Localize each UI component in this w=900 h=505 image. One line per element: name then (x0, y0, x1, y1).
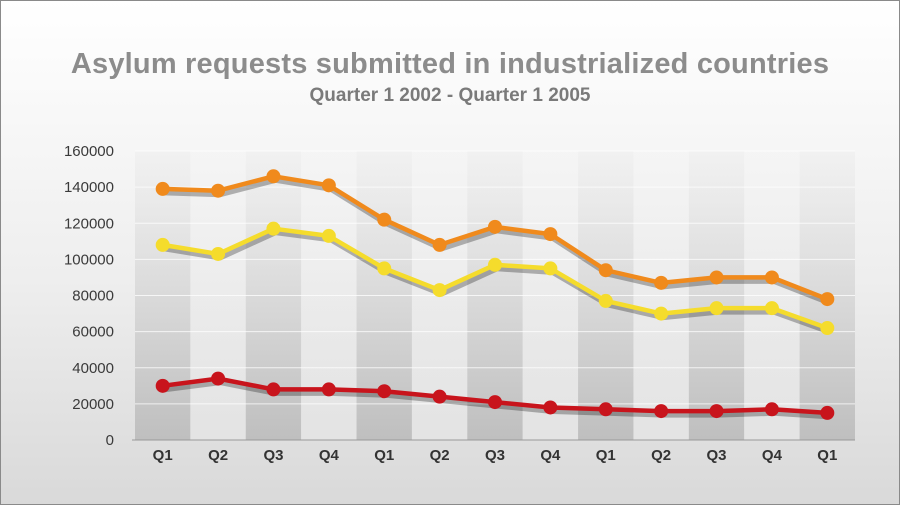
data-point (764, 270, 779, 285)
data-point (654, 275, 669, 290)
data-point (432, 389, 447, 404)
data-point (432, 283, 447, 298)
chart-subtitle: Quarter 1 2002 - Quarter 1 2005 (309, 85, 591, 106)
x-tick-label: Q3 (707, 447, 727, 464)
x-tick-label: Q4 (762, 447, 783, 464)
data-point (598, 263, 613, 278)
data-point (155, 237, 170, 252)
data-point (709, 404, 724, 419)
data-point (488, 257, 502, 272)
y-tick-label: 120000 (64, 215, 114, 232)
y-tick-label: 60000 (72, 324, 114, 341)
data-point (598, 293, 613, 308)
data-point (266, 221, 281, 236)
data-point (543, 227, 558, 242)
y-tick-label: 0 (106, 432, 114, 449)
data-point (321, 178, 336, 193)
x-tick-label: Q2 (651, 447, 671, 464)
data-point (764, 402, 779, 417)
data-point (709, 301, 724, 316)
data-point (377, 212, 392, 227)
x-tick-label: Q1 (817, 447, 837, 464)
data-point (266, 169, 281, 184)
data-point (321, 228, 336, 243)
y-tick-label: 80000 (72, 288, 114, 305)
x-tick-label: Q3 (485, 447, 505, 464)
data-point (377, 384, 392, 399)
data-point (598, 402, 613, 417)
x-tick-label: Q3 (263, 447, 283, 464)
data-point (211, 246, 226, 261)
x-tick-label: Q2 (430, 447, 450, 464)
data-point (155, 378, 170, 393)
data-point (488, 219, 502, 234)
data-point (377, 261, 392, 276)
data-point (820, 292, 835, 307)
y-tick-label: 140000 (64, 179, 114, 196)
x-tick-label: Q4 (319, 447, 340, 464)
data-point (432, 237, 447, 252)
data-point (764, 301, 779, 316)
y-tick-label: 20000 (72, 396, 114, 413)
data-point (211, 371, 226, 386)
y-tick-label: 160000 (64, 143, 114, 160)
x-tick-label: Q1 (374, 447, 394, 464)
x-tick-label: Q4 (540, 447, 561, 464)
data-point (820, 405, 835, 420)
data-point (654, 306, 669, 321)
data-point (543, 400, 558, 415)
data-point (709, 270, 724, 285)
data-point (488, 395, 502, 410)
data-point (155, 181, 170, 196)
x-tick-label: Q2 (208, 447, 228, 464)
data-point (820, 321, 835, 336)
data-point (321, 382, 336, 397)
data-point (211, 183, 226, 198)
data-point (543, 261, 558, 276)
x-tick-label: Q1 (153, 447, 173, 464)
y-tick-label: 100000 (64, 251, 114, 268)
x-tick-label: Q1 (596, 447, 616, 464)
data-point (654, 404, 669, 419)
data-point (266, 382, 281, 397)
y-tick-label: 40000 (72, 360, 114, 377)
chart-title: Asylum requests submitted in industriali… (70, 48, 830, 80)
